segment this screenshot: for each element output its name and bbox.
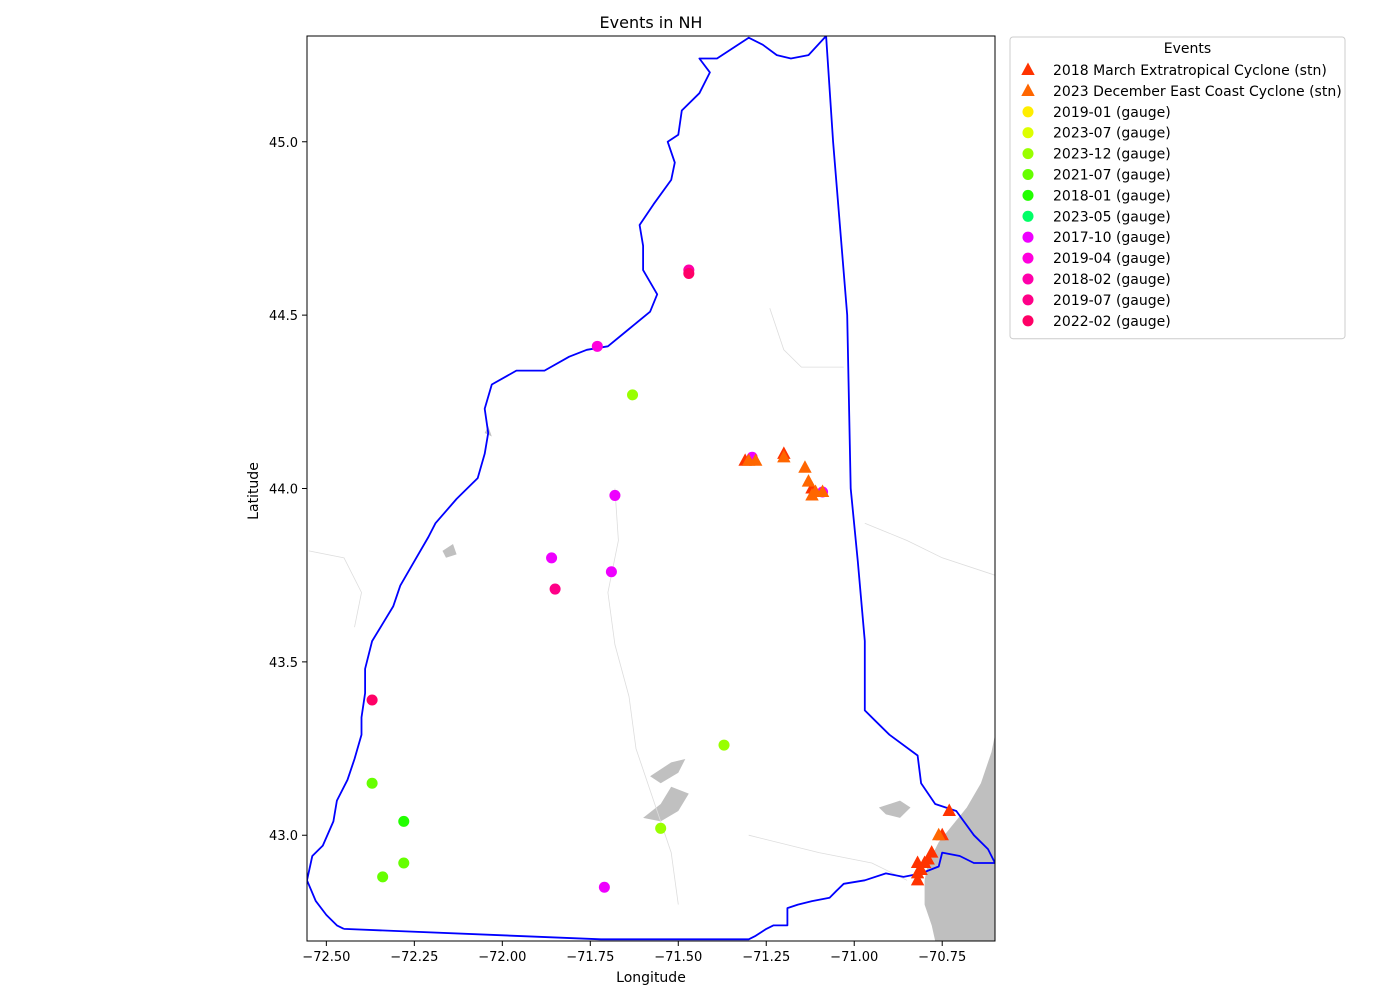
stn-event-point xyxy=(921,852,935,865)
legend-marker xyxy=(1022,168,1034,181)
gauge-event-point xyxy=(398,857,410,869)
gauge-event-point xyxy=(366,777,378,789)
river xyxy=(864,522,995,576)
gauge-event-point xyxy=(377,871,389,883)
legend-box xyxy=(1009,36,1346,340)
legend-entry: 2019-04 (gauge) xyxy=(1053,251,1171,267)
gauge-event-point xyxy=(546,552,558,564)
legend-entry: 2018-02 (gauge) xyxy=(1053,272,1171,288)
stn-event-point xyxy=(924,845,939,858)
x-tick-label: −72.25 xyxy=(390,950,438,965)
river xyxy=(748,834,908,881)
legend-entry: 2023 December East Coast Cyclone (stn) xyxy=(1053,84,1342,100)
river xyxy=(769,308,844,368)
legend-entry: 2017-10 (gauge) xyxy=(1053,230,1171,246)
y-tick-label: 43.0 xyxy=(269,829,298,844)
legend-marker xyxy=(1022,231,1034,243)
gauge-event-point xyxy=(366,694,378,706)
legend-entry: 2022-02 (gauge) xyxy=(1053,314,1171,330)
gauge-event-point xyxy=(598,881,610,893)
legend-marker xyxy=(1022,127,1034,139)
stn-event-point xyxy=(931,827,946,841)
x-tick-label: −70.75 xyxy=(918,950,966,965)
legend-marker xyxy=(1022,294,1034,306)
legend-entry: 2021-07 (gauge) xyxy=(1053,168,1171,184)
gauge-event-point xyxy=(605,566,617,578)
gauge-event-point xyxy=(718,739,730,751)
lake xyxy=(442,544,457,558)
y-axis: 43.0 43.5 44.0 44.5 45.0 xyxy=(269,136,307,844)
stn-event-point xyxy=(801,474,816,487)
legend-marker xyxy=(1022,106,1034,118)
x-tick-label: −71.25 xyxy=(742,950,790,965)
lake xyxy=(643,786,689,822)
y-tick-label: 44.0 xyxy=(269,483,298,498)
legend-entry: 2023-12 (gauge) xyxy=(1053,147,1171,163)
stn-event-point xyxy=(798,460,812,473)
legend-marker xyxy=(1022,148,1034,160)
x-axis: −72.50 −72.25 −72.00 −71.75 −71.50 −71.25 −71.… xyxy=(302,941,966,965)
stn-event-point xyxy=(910,855,925,869)
legend-entry: 2018-01 (gauge) xyxy=(1053,188,1171,204)
stn-event-point xyxy=(942,803,956,817)
lake xyxy=(650,759,686,784)
stn-event-point xyxy=(910,872,925,886)
legend-entry: 2023-07 (gauge) xyxy=(1053,126,1171,142)
gauge-event-point xyxy=(627,389,639,401)
x-axis-label: Longitude xyxy=(616,970,686,986)
gauge-event-point xyxy=(549,583,561,595)
x-tick-label: −72.00 xyxy=(478,950,526,965)
chart-title: Events in NH xyxy=(600,13,703,32)
legend-marker xyxy=(1022,189,1034,201)
legend-marker xyxy=(1021,83,1035,96)
stn-event-point xyxy=(914,862,928,875)
stn-event-point xyxy=(748,453,763,466)
plot-area xyxy=(306,35,996,942)
x-tick-label: −72.50 xyxy=(302,950,350,965)
y-tick-label: 43.5 xyxy=(269,656,298,671)
map-layers xyxy=(307,36,995,941)
x-tick-label: −71.75 xyxy=(566,950,614,965)
legend-marker xyxy=(1022,315,1034,327)
gauge-event-point xyxy=(609,489,621,501)
legend-marker xyxy=(1022,273,1034,285)
legend: Events 2018 March Extratropical Cyclone (… xyxy=(1009,36,1346,340)
stn-event-point xyxy=(815,484,830,498)
y-tick-label: 45.0 xyxy=(269,136,298,151)
river xyxy=(308,550,362,628)
legend-marker xyxy=(1022,210,1034,222)
legend-marker xyxy=(1021,62,1035,76)
x-tick-label: −71.00 xyxy=(830,950,878,965)
gauge-event-point xyxy=(683,267,695,280)
legend-entry: 2019-01 (gauge) xyxy=(1053,105,1171,121)
x-tick-label: −71.50 xyxy=(654,950,702,965)
legend-entry: 2019-07 (gauge) xyxy=(1053,293,1171,309)
legend-title: Events xyxy=(1164,41,1211,57)
stn-event-point xyxy=(777,449,791,463)
state-boundary xyxy=(307,36,995,941)
legend-marker xyxy=(1022,252,1034,264)
ocean-area xyxy=(924,734,995,941)
lake xyxy=(878,800,911,818)
legend-entry: 2018 March Extratropical Cyclone (stn) xyxy=(1053,63,1327,79)
gauge-event-point xyxy=(591,340,603,352)
y-axis-label: Latitude xyxy=(246,462,262,520)
gauge-event-point xyxy=(655,822,667,834)
legend-entry: 2023-05 (gauge) xyxy=(1053,209,1171,225)
gauge-event-point xyxy=(398,815,410,827)
y-tick-label: 44.5 xyxy=(269,309,298,324)
river xyxy=(607,488,679,905)
